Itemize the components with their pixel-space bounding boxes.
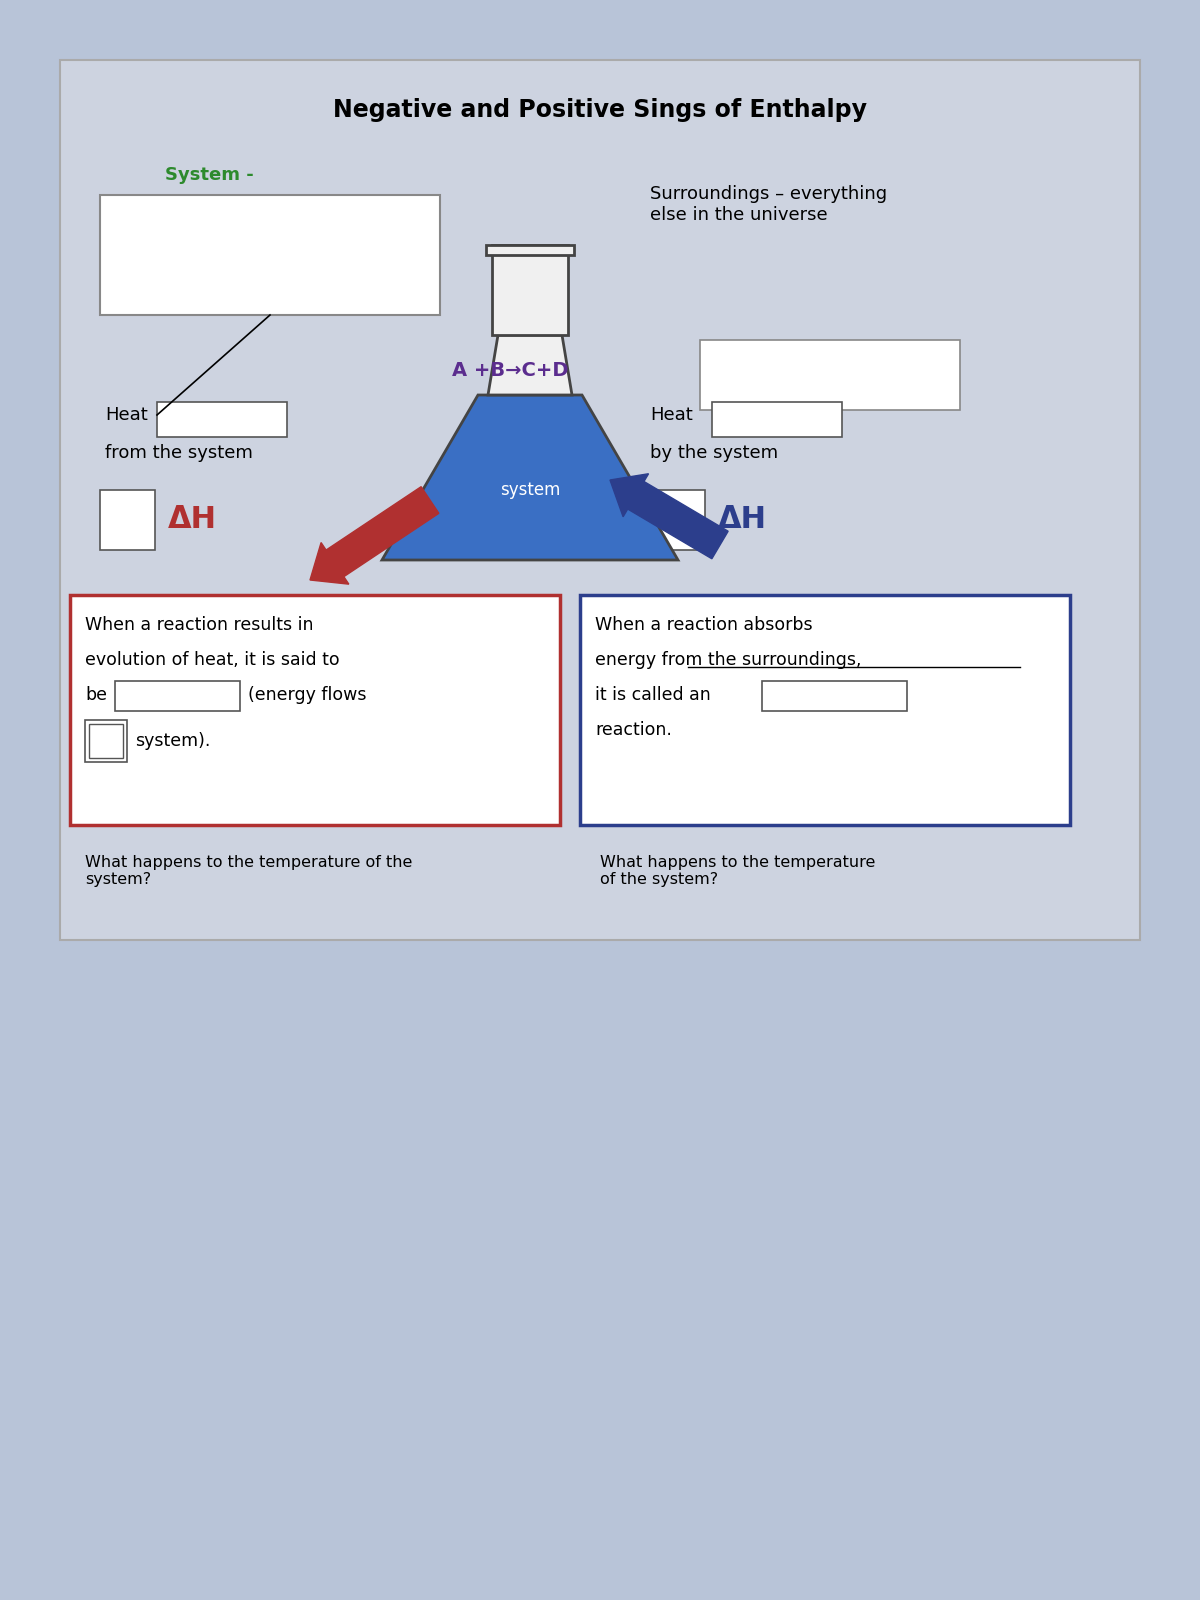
FancyBboxPatch shape — [700, 341, 960, 410]
FancyBboxPatch shape — [89, 723, 124, 758]
Text: system).: system). — [134, 733, 210, 750]
Text: reaction.: reaction. — [595, 722, 672, 739]
Text: by the system: by the system — [650, 443, 778, 462]
Text: What happens to the temperature of the
system?: What happens to the temperature of the s… — [85, 854, 413, 888]
Text: Heat: Heat — [650, 406, 692, 424]
Text: A +B→C+D: A +B→C+D — [451, 360, 569, 379]
FancyBboxPatch shape — [60, 59, 1140, 939]
Polygon shape — [486, 245, 574, 254]
FancyArrow shape — [310, 486, 439, 584]
Text: When a reaction results in: When a reaction results in — [85, 616, 313, 634]
FancyBboxPatch shape — [650, 490, 706, 550]
Polygon shape — [382, 395, 678, 560]
FancyBboxPatch shape — [115, 682, 240, 710]
Text: energy from the surroundings,: energy from the surroundings, — [595, 651, 862, 669]
FancyBboxPatch shape — [762, 682, 907, 710]
Text: (energy flows: (energy flows — [248, 686, 366, 704]
FancyBboxPatch shape — [85, 720, 127, 762]
Text: evolution of heat, it is said to: evolution of heat, it is said to — [85, 651, 340, 669]
Polygon shape — [492, 245, 568, 334]
Text: When a reaction absorbs: When a reaction absorbs — [595, 616, 812, 634]
Text: Heat: Heat — [106, 406, 148, 424]
Text: system: system — [500, 482, 560, 499]
Text: Surroundings – everything
else in the universe: Surroundings – everything else in the un… — [650, 186, 887, 224]
FancyBboxPatch shape — [70, 595, 560, 826]
Text: What happens to the temperature
of the system?: What happens to the temperature of the s… — [600, 854, 875, 888]
Text: ΔH: ΔH — [718, 506, 767, 534]
FancyArrow shape — [610, 474, 728, 558]
FancyBboxPatch shape — [580, 595, 1070, 826]
FancyBboxPatch shape — [712, 402, 842, 437]
Text: System -: System - — [166, 166, 253, 184]
Polygon shape — [488, 334, 572, 395]
Text: Negative and Positive Sings of Enthalpy: Negative and Positive Sings of Enthalpy — [334, 98, 866, 122]
Text: it is called an: it is called an — [595, 686, 710, 704]
Text: be: be — [85, 686, 107, 704]
Text: from the system: from the system — [106, 443, 253, 462]
FancyBboxPatch shape — [100, 490, 155, 550]
FancyBboxPatch shape — [100, 195, 440, 315]
FancyBboxPatch shape — [157, 402, 287, 437]
Text: ΔH: ΔH — [168, 506, 217, 534]
